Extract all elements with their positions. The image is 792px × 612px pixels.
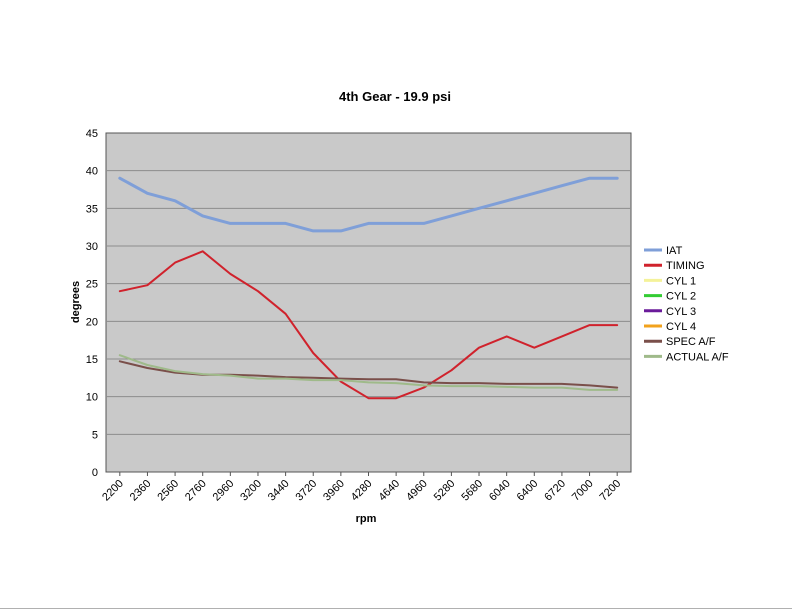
y-tick-label: 0 — [92, 467, 98, 479]
x-tick-label: 3720 — [294, 478, 320, 504]
y-tick-label: 15 — [86, 354, 98, 366]
legend-label: CYL 3 — [666, 306, 696, 318]
series-line-timing — [118, 250, 619, 400]
legend-label: CYL 4 — [666, 321, 696, 333]
x-tick-label: 6720 — [542, 478, 568, 504]
legend: IAT TIMING CYL 1 CYL 2 CYL 3 CYL 4 SPEC A/F ACT… — [644, 245, 729, 363]
legend-label: IAT — [666, 245, 683, 257]
x-tick-label: 2360 — [128, 478, 154, 504]
y-tick-label: 5 — [92, 429, 98, 441]
series-line-actual-a-f — [118, 354, 619, 391]
x-tick-label: 4640 — [376, 478, 402, 504]
y-tick-label: 40 — [86, 166, 98, 178]
x-axis-label: rpm — [356, 513, 377, 525]
y-tick-label: 45 — [86, 128, 98, 140]
y-tick-label: 10 — [86, 392, 98, 404]
legend-label: TIMING — [666, 260, 705, 272]
divider — [0, 608, 792, 609]
y-tick-label: 25 — [86, 279, 98, 291]
y-tick-label: 20 — [86, 316, 98, 328]
x-tick-label: 2760 — [183, 478, 209, 504]
y-tick-label: 30 — [86, 241, 98, 253]
x-tick-label: 2960 — [211, 478, 237, 504]
x-tick-label: 6400 — [515, 478, 541, 504]
x-tick-label: 2560 — [155, 478, 181, 504]
x-tick-label: 7000 — [570, 478, 596, 504]
x-tick-label: 3440 — [266, 478, 292, 504]
y-tick-label: 35 — [86, 203, 98, 215]
plot-area — [105, 132, 632, 473]
x-tick-label: 7200 — [598, 478, 624, 504]
legend-label: ACTUAL A/F — [666, 351, 729, 363]
x-tick-label: 6040 — [487, 478, 513, 504]
series-line-iat — [118, 176, 619, 233]
y-axis-label: degrees — [70, 281, 82, 323]
y-axis-ticks: 0 5 10 15 20 25 30 35 40 45 — [86, 128, 98, 479]
x-tick-label: 3960 — [321, 478, 347, 504]
x-tick-label: 5280 — [432, 478, 458, 504]
x-axis-ticks: 2200 2360 2560 2760 2960 3200 3440 3720 3960 4280… — [100, 472, 623, 503]
chart-title: 4th Gear - 19.9 psi — [339, 89, 451, 104]
x-tick-label: 4280 — [349, 478, 375, 504]
x-tick-label: 3200 — [238, 478, 264, 504]
x-tick-label: 4960 — [404, 478, 430, 504]
legend-label: SPEC A/F — [666, 336, 716, 348]
x-tick-label: 5680 — [459, 478, 485, 504]
gridlines — [106, 170, 631, 435]
x-tick-label: 2200 — [100, 478, 126, 504]
series-lines — [118, 176, 619, 400]
legend-label: CYL 1 — [666, 275, 696, 287]
legend-label: CYL 2 — [666, 291, 696, 303]
